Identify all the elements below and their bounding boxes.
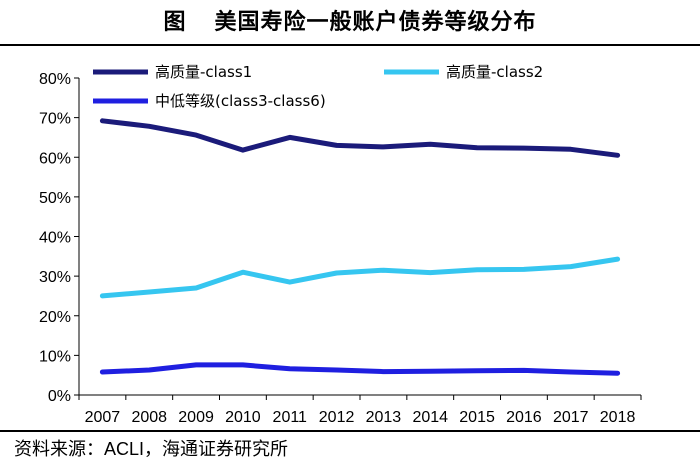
legend-label-2: 高质量-class2	[446, 63, 543, 81]
y-tick-label: 70%	[39, 111, 71, 128]
y-tick-label: 40%	[39, 230, 71, 247]
legend-label-1: 高质量-class1	[155, 63, 252, 81]
x-tick-label: 2010	[225, 409, 261, 426]
x-tick-label: 2017	[553, 409, 589, 426]
x-tick-label: 2015	[459, 409, 495, 426]
x-axis-ticks: 2007 2008 2009 2010 2011 2012 2013 2014 2015 2016…	[78, 395, 642, 426]
series-line-3	[99, 362, 621, 376]
x-tick-label: 2018	[600, 409, 636, 426]
y-tick-label: 80%	[39, 71, 71, 88]
y-axis-ticks: 0% 10% 20% 30% 40% 50% 60% 70% 80%	[39, 71, 79, 405]
y-tick-label: 60%	[39, 150, 71, 167]
chart-axes	[78, 78, 641, 396]
title-divider	[0, 44, 700, 46]
y-tick-label: 20%	[39, 309, 71, 326]
x-tick-label: 2013	[366, 409, 402, 426]
figure-label: 图	[163, 9, 187, 35]
x-tick-label: 2012	[319, 409, 355, 426]
x-tick-label: 2014	[412, 409, 448, 426]
legend-label-3: 中低等级(class3-class6)	[155, 92, 326, 110]
source-label: 资料来源：	[14, 439, 104, 460]
figure-title: 美国寿险一般账户债券等级分布	[214, 9, 537, 35]
x-tick-label: 2007	[85, 409, 121, 426]
series-line-1	[99, 118, 621, 158]
y-tick-label: 10%	[39, 348, 71, 365]
x-tick-label: 2009	[178, 409, 214, 426]
y-tick-label: 30%	[39, 269, 71, 286]
x-tick-label: 2008	[131, 409, 167, 426]
chart-legend: 高质量-class1 高质量-class2 中低等级(class3-class6)	[93, 63, 543, 110]
x-tick-label: 2016	[506, 409, 542, 426]
series-lines	[99, 118, 621, 376]
source-divider	[0, 430, 700, 432]
line-chart: 0%10%20%30%40%50%60%70%80% 2007 2008 2009 2…	[39, 63, 642, 426]
source-value: ACLI，海通证券研究所	[104, 439, 289, 459]
y-tick-label: 0%	[48, 388, 71, 405]
source-note: 资料来源：ACLI，海通证券研究所	[14, 434, 288, 464]
chart-title: 图 美国寿险一般账户债券等级分布	[0, 0, 700, 44]
series-line-2	[99, 256, 621, 299]
x-tick-label: 2011	[273, 409, 308, 426]
y-tick-label: 50%	[39, 190, 71, 207]
